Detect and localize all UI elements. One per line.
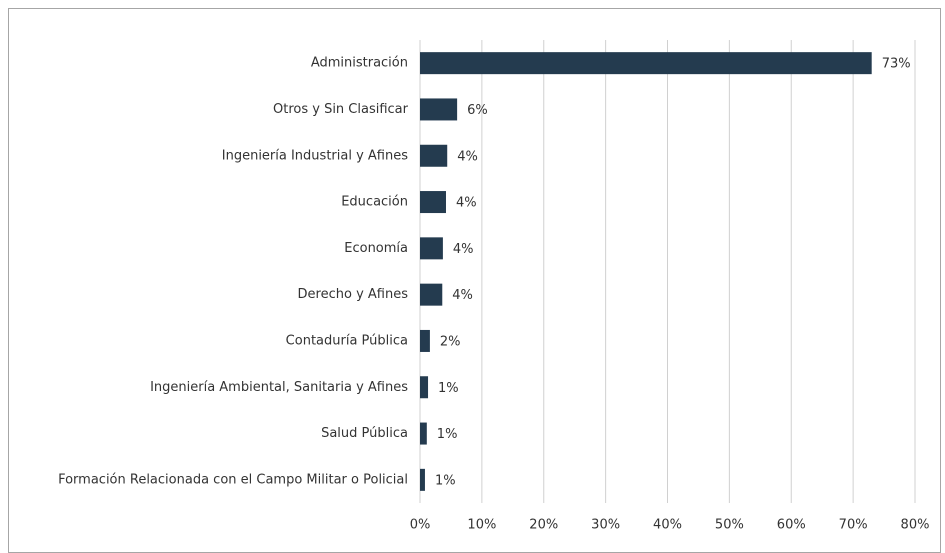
bar xyxy=(420,422,427,445)
value-label: 6% xyxy=(467,103,488,118)
value-label: 4% xyxy=(453,242,474,257)
y-tick-label: Ingeniería Industrial y Afines xyxy=(222,148,408,163)
y-tick-label: Salud Pública xyxy=(321,426,408,441)
value-label: 4% xyxy=(457,149,478,164)
bar xyxy=(420,237,443,260)
x-tick-label: 60% xyxy=(777,518,806,533)
x-tick-label: 30% xyxy=(591,518,620,533)
y-tick-label: Ingeniería Ambiental, Sanitaria y Afines xyxy=(150,380,408,395)
bar xyxy=(420,376,429,399)
value-label: 1% xyxy=(435,473,456,488)
bar xyxy=(420,52,872,75)
value-label: 73% xyxy=(882,57,911,72)
value-label: 4% xyxy=(456,196,477,211)
x-tick-label: 10% xyxy=(467,518,496,533)
x-tick-label: 40% xyxy=(653,518,682,533)
x-tick-label: 20% xyxy=(529,518,558,533)
x-tick-label: 50% xyxy=(715,518,744,533)
bar xyxy=(420,98,458,121)
chart-frame xyxy=(8,8,941,553)
value-label: 2% xyxy=(440,334,461,349)
x-tick-label: 70% xyxy=(839,518,868,533)
y-tick-label: Otros y Sin Clasificar xyxy=(273,102,409,117)
x-tick-label: 80% xyxy=(901,518,930,533)
bar xyxy=(420,468,425,491)
x-tick-label: 0% xyxy=(410,518,431,533)
y-tick-label: Contaduría Pública xyxy=(286,333,408,348)
y-tick-label: Educación xyxy=(341,195,408,210)
y-tick-label: Derecho y Afines xyxy=(298,287,409,302)
bar xyxy=(420,144,448,167)
value-label: 1% xyxy=(437,427,458,442)
bar xyxy=(420,283,443,306)
bar xyxy=(420,329,430,352)
bar xyxy=(420,191,446,214)
y-tick-label: Formación Relacionada con el Campo Milit… xyxy=(58,472,408,487)
value-label: 4% xyxy=(452,288,473,303)
y-tick-label: Administración xyxy=(311,56,408,71)
value-label: 1% xyxy=(438,381,459,396)
y-tick-label: Economía xyxy=(344,241,408,256)
